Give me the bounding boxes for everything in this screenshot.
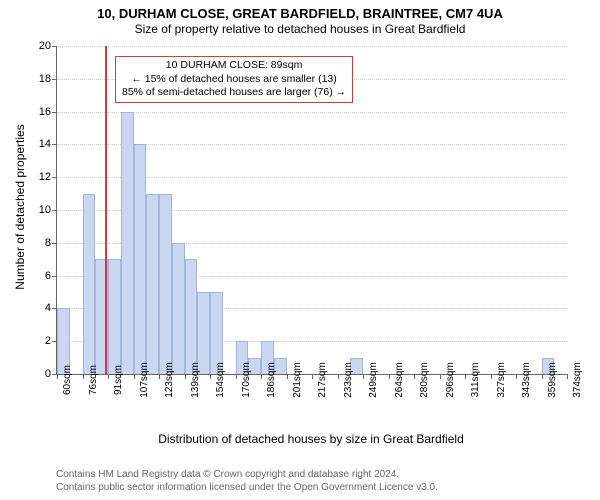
histogram-bar — [108, 259, 121, 374]
x-tick-mark — [261, 374, 262, 379]
x-tick-mark — [440, 374, 441, 379]
plot-area: 0246810121416182060sqm76sqm91sqm107sqm12… — [56, 46, 567, 375]
x-tick-mark — [338, 374, 339, 379]
x-tick-mark — [236, 374, 237, 379]
x-tick-label: 280sqm — [417, 362, 430, 398]
x-tick-label: 264sqm — [392, 362, 405, 398]
x-axis-label: Distribution of detached houses by size … — [56, 432, 566, 446]
histogram-bar — [121, 112, 134, 374]
x-tick-label: 91sqm — [111, 365, 124, 395]
x-tick-mark — [312, 374, 313, 379]
x-tick-mark — [389, 374, 390, 379]
x-tick-label: 217sqm — [315, 362, 328, 398]
x-tick-mark — [57, 374, 58, 379]
x-tick-mark — [542, 374, 543, 379]
x-tick-label: 311sqm — [468, 363, 481, 398]
y-tick-label: 12 — [39, 171, 57, 183]
x-tick-label: 249sqm — [366, 362, 379, 398]
x-tick-label: 170sqm — [239, 362, 252, 398]
x-tick-mark — [567, 374, 568, 379]
histogram-bar — [172, 243, 185, 374]
footer-line-1: Contains HM Land Registry data © Crown c… — [56, 468, 438, 481]
x-tick-mark — [159, 374, 160, 379]
y-tick-label: 20 — [39, 40, 57, 52]
x-tick-mark — [516, 374, 517, 379]
y-tick-label: 14 — [39, 138, 57, 150]
histogram-bar — [159, 194, 172, 374]
x-tick-mark — [185, 374, 186, 379]
chart-title: 10, DURHAM CLOSE, GREAT BARDFIELD, BRAIN… — [0, 0, 600, 22]
grid-line — [57, 112, 567, 113]
x-tick-label: 139sqm — [188, 362, 201, 398]
y-axis-label: Number of detached properties — [13, 117, 27, 297]
x-tick-label: 201sqm — [290, 362, 303, 398]
x-tick-mark — [414, 374, 415, 379]
y-tick-label: 2 — [45, 335, 57, 347]
x-tick-mark — [210, 374, 211, 379]
x-tick-label: 374sqm — [570, 362, 583, 398]
x-tick-label: 107sqm — [137, 362, 150, 398]
x-tick-label: 123sqm — [162, 362, 175, 398]
grid-line — [57, 46, 567, 47]
chart-container: 10, DURHAM CLOSE, GREAT BARDFIELD, BRAIN… — [0, 0, 600, 500]
x-tick-label: 296sqm — [443, 362, 456, 398]
x-tick-label: 186sqm — [264, 362, 277, 398]
annotation-line: 10 DURHAM CLOSE: 89sqm — [122, 59, 346, 73]
histogram-bar — [134, 144, 147, 374]
histogram-bar — [83, 194, 96, 374]
x-tick-mark — [465, 374, 466, 379]
annotation-box: 10 DURHAM CLOSE: 89sqm← 15% of detached … — [115, 56, 353, 103]
x-tick-label: 154sqm — [213, 362, 226, 398]
y-tick-label: 4 — [45, 302, 57, 314]
x-tick-label: 327sqm — [494, 362, 507, 398]
footer-attribution: Contains HM Land Registry data © Crown c… — [56, 468, 438, 494]
x-tick-mark — [363, 374, 364, 379]
y-tick-label: 8 — [45, 237, 57, 249]
histogram-bar — [146, 194, 159, 374]
histogram-bar — [185, 259, 198, 374]
x-tick-label: 359sqm — [545, 362, 558, 398]
y-tick-label: 6 — [45, 270, 57, 282]
property-marker-line — [105, 46, 107, 374]
x-tick-mark — [134, 374, 135, 379]
annotation-line: ← 15% of detached houses are smaller (13… — [122, 73, 346, 87]
annotation-line: 85% of semi-detached houses are larger (… — [122, 86, 346, 100]
y-tick-label: 0 — [45, 368, 57, 380]
y-tick-label: 16 — [39, 106, 57, 118]
y-tick-label: 10 — [39, 204, 57, 216]
y-tick-label: 18 — [39, 73, 57, 85]
x-tick-mark — [491, 374, 492, 379]
x-tick-label: 60sqm — [60, 365, 73, 395]
x-tick-label: 343sqm — [519, 362, 532, 398]
x-tick-mark — [108, 374, 109, 379]
chart-subtitle: Size of property relative to detached ho… — [0, 22, 600, 36]
footer-line-2: Contains public sector information licen… — [56, 481, 438, 494]
x-tick-mark — [287, 374, 288, 379]
x-tick-mark — [83, 374, 84, 379]
x-tick-label: 76sqm — [86, 365, 99, 395]
x-tick-label: 233sqm — [341, 362, 354, 398]
